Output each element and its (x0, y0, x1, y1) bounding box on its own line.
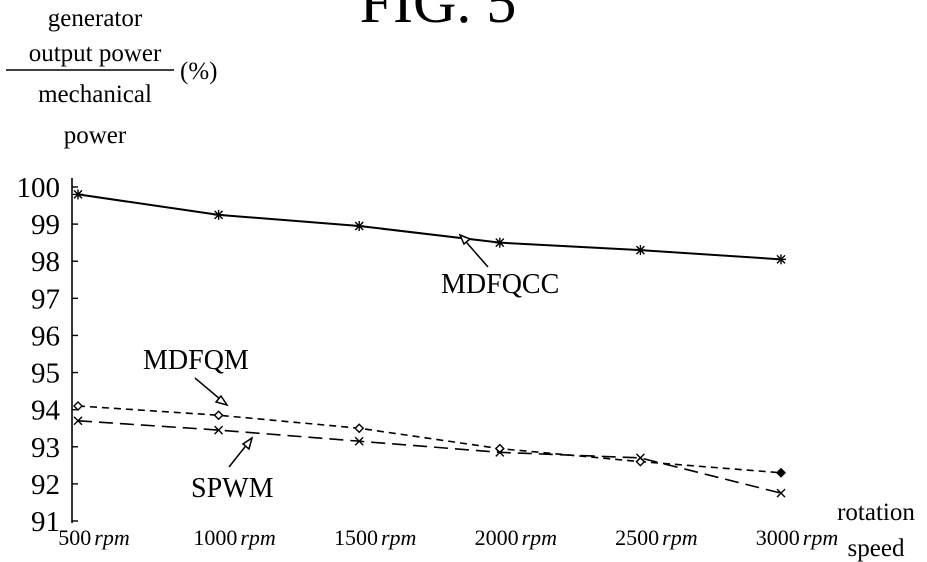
data-point-mdfqm (213, 410, 224, 421)
data-point-spwm (635, 453, 645, 463)
mdfqm-arrow (194, 377, 229, 407)
data-point-spwm (354, 436, 364, 446)
x-tick-label: 3000 rpm (756, 525, 838, 550)
series-line-spwm (77, 420, 782, 494)
x-axis-ticks: 500 rpm 1000 rpm 1500 rpm 2000 rpm 2500 rpm 3000 rp… (58, 525, 838, 550)
data-point-spwm (214, 425, 224, 435)
x-tick-label: 1000 rpm (193, 525, 275, 550)
y-tick-label: 92 (31, 469, 60, 501)
y-tick-label: 91 (31, 506, 60, 538)
x-tick-label: 1500 rpm (334, 525, 416, 550)
data-point-mdfqcc (73, 189, 83, 200)
data-point-mdfqm (73, 400, 83, 411)
data-point-spwm (776, 488, 786, 498)
data-point-spwm (495, 447, 505, 457)
y-axis-label: generator output power mechanical power … (6, 5, 217, 149)
data-point-mdfqm (776, 467, 786, 478)
data-point-mdfqcc (635, 245, 646, 256)
y-label-num-2: output power (29, 40, 162, 67)
data-point-spwm (73, 416, 83, 426)
y-label-unit: (%) (180, 58, 217, 85)
spwm-arrow (228, 436, 254, 468)
figure-label: FIG. 5 (360, 0, 517, 35)
y-tick-label: 93 (31, 432, 60, 464)
annotation-spwm: SPWM (191, 473, 274, 504)
x-tick-label: 2000 rpm (475, 525, 557, 550)
data-point-mdfqm (354, 423, 365, 434)
data-point-mdfqcc (776, 254, 786, 265)
series-line-mdfqm (77, 405, 782, 474)
x-tick-label: 500 rpm (58, 525, 129, 550)
y-tick-label: 95 (31, 358, 60, 390)
y-tick-label: 96 (31, 320, 60, 352)
y-tick-label: 99 (31, 209, 60, 241)
y-tick-label: 100 (17, 172, 61, 204)
y-label-den-2: power (64, 122, 127, 149)
x-tick-label: 2500 rpm (615, 525, 697, 550)
y-tick-label: 94 (31, 395, 61, 427)
series-line-mdfqcc (77, 193, 782, 261)
mdfqcc-arrow (458, 233, 489, 268)
data-point-mdfqcc (494, 237, 505, 248)
x-label-line-2: speed (848, 535, 905, 562)
annotation-arrows (194, 233, 489, 468)
x-label-line-1: rotation (837, 499, 915, 526)
data-point-mdfqcc (213, 209, 224, 220)
y-tick-label: 97 (31, 283, 60, 315)
y-tick-label: 98 (31, 246, 60, 278)
annotation-mdfqm: MDFQM (143, 345, 249, 376)
y-label-num-1: generator (48, 5, 143, 32)
annotation-mdfqcc: MDFQCC (441, 269, 559, 300)
series-layer (73, 189, 786, 498)
y-label-den-1: mechanical (38, 81, 152, 108)
y-axis-ticks: 91 92 93 94 95 96 97 98 99 100 (17, 172, 78, 538)
data-point-mdfqcc (354, 220, 365, 231)
